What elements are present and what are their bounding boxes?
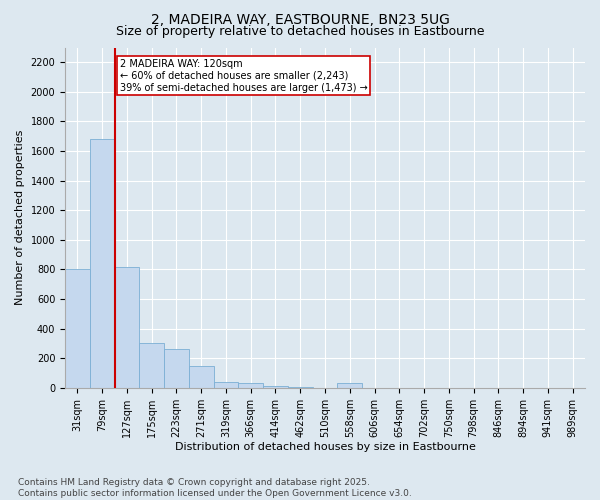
Text: 2 MADEIRA WAY: 120sqm
← 60% of detached houses are smaller (2,243)
39% of semi-d: 2 MADEIRA WAY: 120sqm ← 60% of detached … bbox=[119, 60, 367, 92]
Bar bbox=[90, 139, 115, 388]
Bar bbox=[139, 344, 164, 388]
Bar bbox=[288, 387, 313, 388]
Text: 2, MADEIRA WAY, EASTBOURNE, BN23 5UG: 2, MADEIRA WAY, EASTBOURNE, BN23 5UG bbox=[151, 12, 449, 26]
Bar bbox=[337, 384, 362, 388]
X-axis label: Distribution of detached houses by size in Eastbourne: Distribution of detached houses by size … bbox=[175, 442, 475, 452]
Bar bbox=[238, 384, 263, 388]
Bar bbox=[115, 266, 139, 388]
Bar bbox=[65, 270, 90, 388]
Bar bbox=[189, 366, 214, 388]
Text: Size of property relative to detached houses in Eastbourne: Size of property relative to detached ho… bbox=[116, 25, 484, 38]
Y-axis label: Number of detached properties: Number of detached properties bbox=[15, 130, 25, 306]
Bar bbox=[263, 386, 288, 388]
Text: Contains HM Land Registry data © Crown copyright and database right 2025.
Contai: Contains HM Land Registry data © Crown c… bbox=[18, 478, 412, 498]
Bar bbox=[214, 382, 238, 388]
Bar bbox=[164, 350, 189, 388]
